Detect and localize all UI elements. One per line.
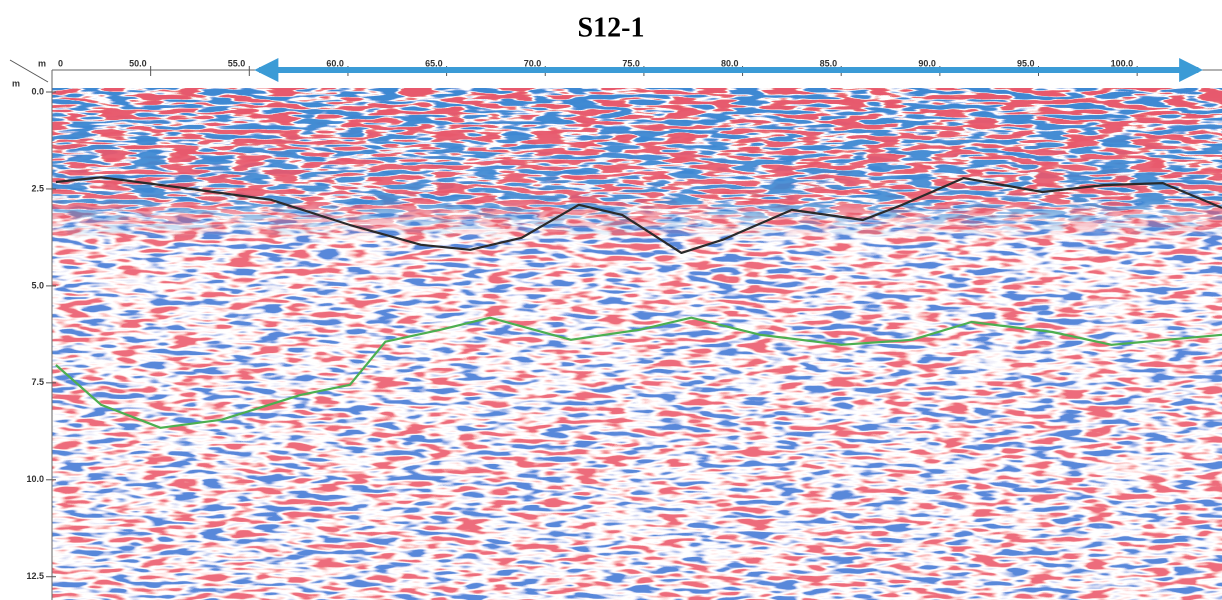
x-unit: m xyxy=(38,58,46,68)
x-tick-label: 90.0 xyxy=(918,58,936,68)
y-tick-label: 10.0 xyxy=(26,474,44,484)
horizon-line xyxy=(55,176,1222,254)
chart-title: S12-1 xyxy=(578,12,645,43)
y-tick-label: 7.5 xyxy=(31,377,44,387)
y-tick-label: 2.5 xyxy=(31,183,44,193)
x-tick-label: 75.0 xyxy=(622,58,640,68)
x-start-label: 0 xyxy=(58,58,63,68)
x-tick-label: 70.0 xyxy=(524,58,542,68)
x-tick-label: 80.0 xyxy=(721,58,739,68)
horizon-line xyxy=(55,316,1222,429)
x-tick-label: 65.0 xyxy=(425,58,443,68)
y-tick-label: 0.0 xyxy=(31,86,44,96)
x-tick-label: 100.0 xyxy=(1111,58,1134,68)
x-tick-label: 60.0 xyxy=(326,58,344,68)
corner-diagonal xyxy=(9,59,49,83)
x-tick-label: 95.0 xyxy=(1017,58,1035,68)
y-tick-label: 5.0 xyxy=(31,280,44,290)
x-tick-label: 50.0 xyxy=(129,58,147,68)
x-tick-label: 85.0 xyxy=(820,58,838,68)
x-tick-label: 55.0 xyxy=(228,58,246,68)
y-unit: m xyxy=(12,78,20,88)
y-tick-label: 12.5 xyxy=(26,571,44,581)
radar-texture-top xyxy=(52,88,1222,238)
